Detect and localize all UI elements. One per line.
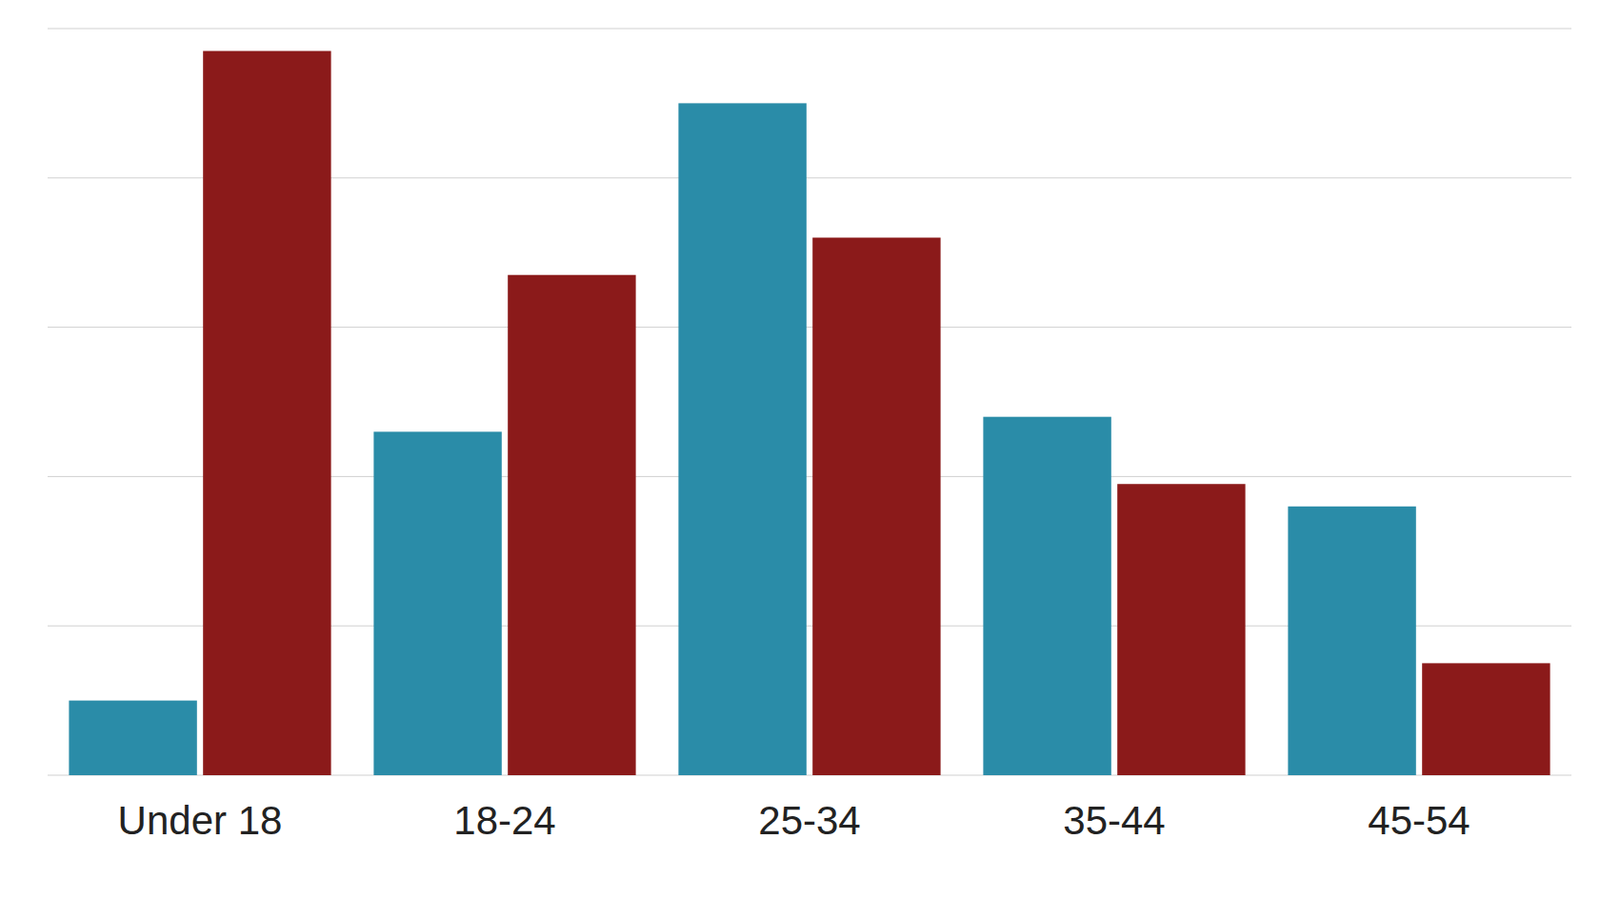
bars	[68, 51, 1550, 776]
bar	[678, 102, 806, 776]
bar	[1117, 483, 1245, 776]
bar	[373, 431, 501, 776]
chart: Under 18 18-24 25-34 35-44 45-54	[0, 0, 1600, 899]
grid	[47, 28, 1572, 776]
x-tick-label: 45-54	[1367, 798, 1470, 843]
bar	[1421, 662, 1550, 776]
bar	[68, 700, 197, 776]
bar	[1287, 506, 1416, 776]
bar	[812, 238, 940, 776]
bar	[982, 417, 1111, 776]
x-tick-label: 18-24	[453, 798, 556, 843]
bar	[202, 51, 331, 776]
bar	[507, 275, 636, 776]
x-tick-label: Under 18	[118, 798, 283, 843]
x-tick-label: 35-44	[1062, 798, 1165, 843]
x-tick-label: 25-34	[758, 798, 860, 843]
grid-line	[47, 28, 1572, 30]
